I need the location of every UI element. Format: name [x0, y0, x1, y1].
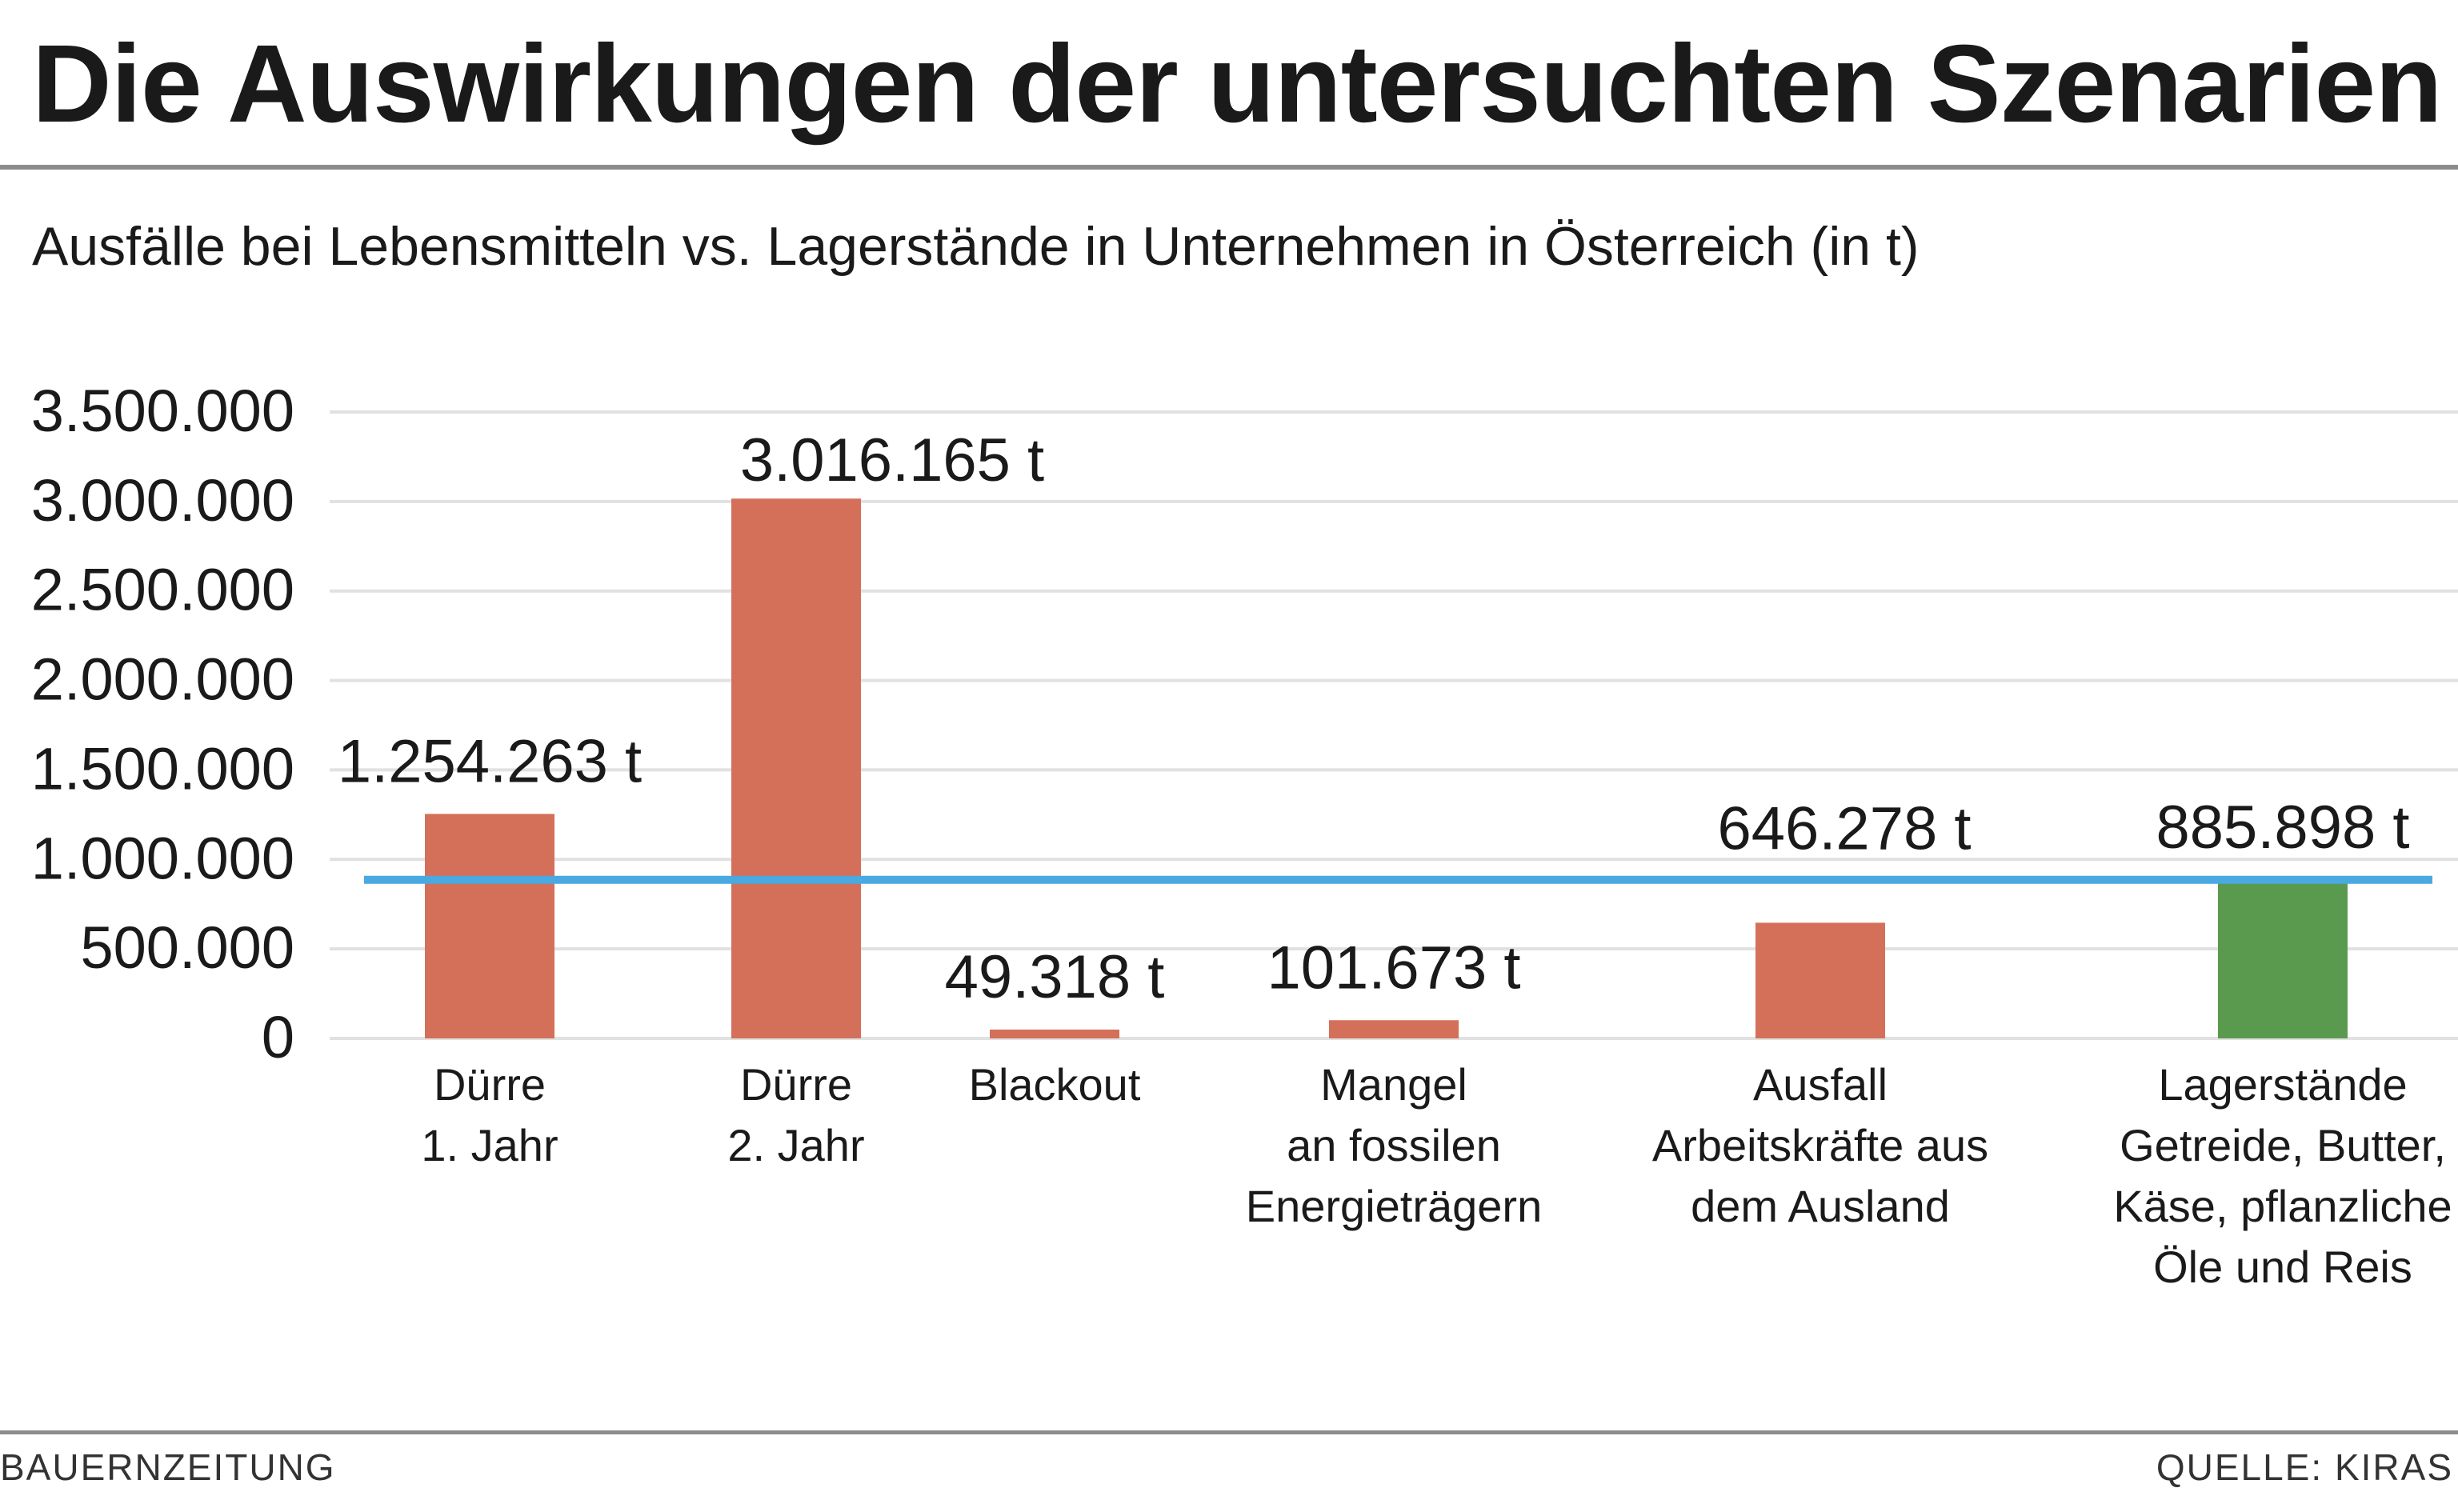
bar-stock [2218, 879, 2348, 1038]
category-label-line: Öle und Reis [2153, 1242, 2412, 1292]
value-label: 49.318 t [945, 943, 1165, 1011]
category-label: Lagerstände Getreide, Butter, Käse, pflanz… [2113, 1059, 2452, 1292]
chart-subtitle: Ausfälle bei Lebensmitteln vs. Lagerstän… [32, 216, 1920, 277]
category-labels: Dürre 1. Jahr Dürre 2. Jahr Blackout Mangel an… [421, 1059, 2452, 1292]
y-axis-ticks: 0 500.000 1.000.000 1.500.000 2.000.000 2.500… [31, 378, 294, 1070]
category-label: Dürre 1. Jahr [421, 1059, 558, 1170]
y-tick-label: 2.500.000 [31, 557, 294, 623]
category-label: Ausfall Arbeitskräfte aus dem Ausland [1652, 1059, 1988, 1231]
y-tick-label: 1.000.000 [31, 825, 294, 891]
bar-loss [731, 498, 861, 1038]
value-label: 1.254.263 t [338, 727, 642, 795]
category-label-line: Getreide, Butter, [2120, 1120, 2446, 1170]
category-label-line: Blackout [969, 1059, 1141, 1110]
category-label-line: Mangel [1320, 1059, 1467, 1110]
category-label-line: Energieträgern [1246, 1181, 1542, 1231]
category-label-line: an fossilen [1287, 1120, 1501, 1170]
footer-divider [0, 1430, 2458, 1434]
y-tick-label: 500.000 [81, 914, 295, 981]
y-tick-label: 1.500.000 [31, 735, 294, 802]
value-labels: 1.254.263 t 3.016.165 t 49.318 t 101.673 t 6… [338, 426, 2410, 1011]
y-tick-label: 3.500.000 [31, 378, 294, 444]
category-label-line: Arbeitskräfte aus [1652, 1120, 1988, 1170]
value-label: 885.898 t [2156, 794, 2410, 862]
chart-title: Die Auswirkungen der untersuchten Szenar… [32, 22, 2443, 146]
category-label: Mangel an fossilen Energieträgern [1246, 1059, 1542, 1231]
footer-source: QUELLE: KIRAS [2156, 1446, 2453, 1488]
y-tick-label: 3.000.000 [31, 467, 294, 534]
title-divider [0, 165, 2458, 170]
category-label-line: 1. Jahr [421, 1120, 558, 1170]
value-label: 3.016.165 t [740, 426, 1044, 494]
bar-loss [425, 814, 554, 1038]
category-label: Blackout [969, 1059, 1141, 1110]
bar-loss [990, 1029, 1119, 1038]
y-tick-label: 0 [262, 1004, 294, 1070]
category-label-line: Dürre [740, 1059, 852, 1110]
category-label-line: Dürre [434, 1059, 546, 1110]
grid-lines [330, 410, 2458, 1040]
bar-loss [1755, 922, 1885, 1038]
category-label-line: Ausfall [1753, 1059, 1888, 1110]
y-tick-label: 2.000.000 [31, 646, 294, 713]
category-label: Dürre 2. Jahr [727, 1059, 864, 1170]
category-label-line: Lagerstände [2158, 1059, 2407, 1110]
value-label: 101.673 t [1267, 934, 1521, 1002]
bar-loss [1329, 1020, 1459, 1038]
bars [425, 498, 2348, 1038]
footer-publisher: BAUERNZEITUNG [0, 1446, 336, 1488]
value-label: 646.278 t [1718, 794, 1972, 862]
category-label-line: Käse, pflanzliche [2113, 1181, 2452, 1231]
category-label-line: 2. Jahr [727, 1120, 864, 1170]
category-label-line: dem Ausland [1691, 1181, 1950, 1231]
